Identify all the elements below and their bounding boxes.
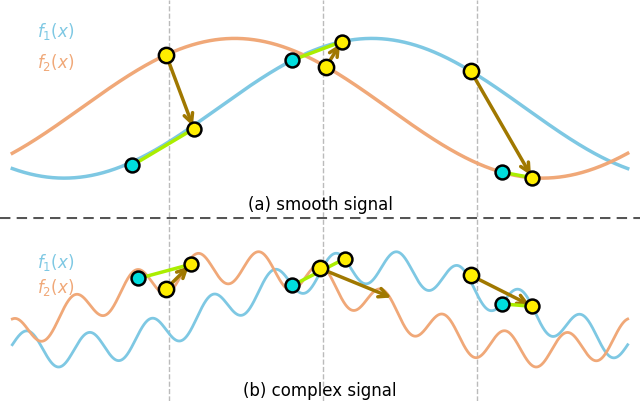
Text: (a) smooth signal: (a) smooth signal: [248, 196, 392, 214]
Text: $f_2(x)$: $f_2(x)$: [37, 53, 74, 73]
Text: $f_2(x)$: $f_2(x)$: [37, 277, 74, 298]
Text: (b) complex signal: (b) complex signal: [243, 382, 397, 400]
Text: $f_1(x)$: $f_1(x)$: [37, 21, 74, 42]
Text: $f_1(x)$: $f_1(x)$: [37, 252, 74, 273]
